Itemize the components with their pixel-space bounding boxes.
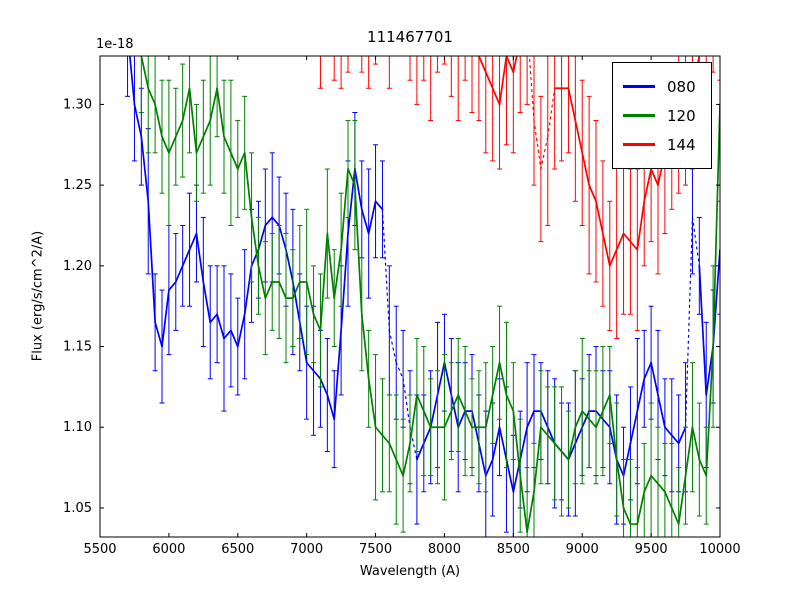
axes-frame (99, 55, 721, 538)
x-tick-label: 10000 (699, 542, 740, 557)
legend-item-144: 144 (623, 130, 701, 159)
series-120 (138, 56, 720, 537)
x-tick-label: 8500 (497, 542, 530, 557)
tick-labels: 5500 6000 6500 7000 7500 8000 8500 9000 9500 1000… (63, 97, 741, 557)
ticks (99, 56, 721, 537)
x-tick-label: 5500 (83, 542, 116, 557)
legend-item-120: 120 (623, 101, 701, 130)
x-tick-label: 6500 (221, 542, 254, 557)
legend-line-sample-080 (623, 85, 655, 88)
legend: 080 120 144 (612, 62, 712, 169)
x-axis-label: Wavelength (A) (359, 564, 461, 579)
legend-label-080: 080 (667, 77, 696, 96)
legend-label-144: 144 (667, 135, 696, 154)
x-tick-label: 7500 (359, 542, 392, 557)
y-tick-label: 1.25 (63, 178, 92, 193)
legend-item-080: 080 (623, 72, 701, 101)
x-tick-label: 9500 (635, 542, 668, 557)
legend-line-sample-144 (623, 143, 655, 146)
x-tick-label: 7000 (290, 542, 323, 557)
y-axis-offset-text: 1e-18 (96, 37, 134, 52)
y-tick-label: 1.20 (63, 259, 92, 274)
y-axis-label: Flux (erg/s/cm^2/A) (30, 230, 46, 362)
chart-title: 111467701 (367, 28, 453, 46)
y-tick-label: 1.05 (63, 501, 92, 516)
y-tick-label: 1.15 (63, 340, 92, 355)
legend-line-sample-120 (623, 114, 655, 117)
x-tick-label: 9000 (566, 542, 599, 557)
x-tick-label: 6000 (152, 542, 185, 557)
y-tick-label: 1.10 (63, 420, 92, 435)
series-144 (317, 56, 720, 339)
line-120 (140, 56, 720, 534)
legend-label-120: 120 (667, 106, 696, 125)
x-tick-label: 8000 (428, 542, 461, 557)
y-tick-label: 1.30 (63, 97, 92, 112)
